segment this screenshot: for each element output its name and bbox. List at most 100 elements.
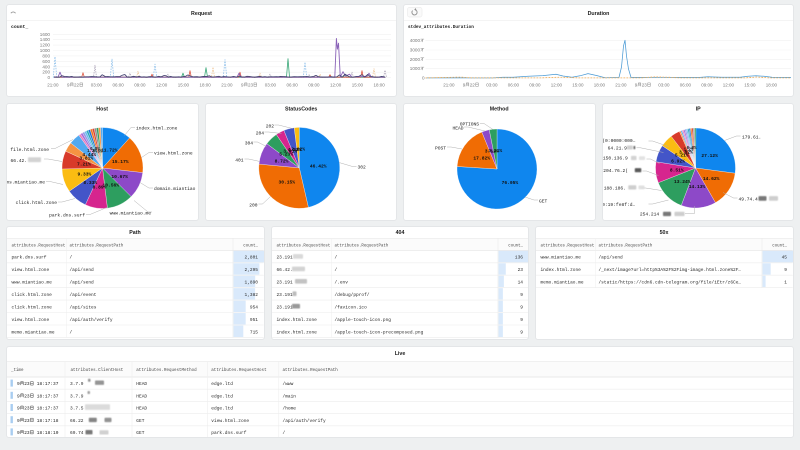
svg-text:23: 23 <box>24 430 30 436</box>
svg-text:attributes.RequestPath: attributes.RequestPath <box>283 368 339 373</box>
svg-text:/_next/image?url=http%3A%2F%2F: /_next/image?url=http%3A%2F%2Fimg-image.… <box>599 267 742 273</box>
svg-text:9: 9 <box>67 83 70 88</box>
svg-text:09:00: 09:00 <box>701 83 713 88</box>
svg-text:17.82%: 17.82% <box>473 155 490 161</box>
svg-text:/api/sites: /api/sites <box>69 304 96 310</box>
svg-text:23: 23 <box>248 83 254 88</box>
svg-text:edge.ltd: edge.ltd <box>211 405 233 411</box>
svg-text:23.191: 23.191 <box>276 292 292 298</box>
svg-text:memo.miantiao.me: memo.miantiao.me <box>11 329 54 335</box>
svg-text:3.11%: 3.11% <box>488 147 502 153</box>
svg-text:www.miantiao.me: www.miantiao.me <box>541 255 582 261</box>
svg-text:12:00: 12:00 <box>156 83 168 88</box>
svg-text:count_: count_ <box>508 244 523 248</box>
svg-text:/api/send: /api/send <box>599 255 624 261</box>
svg-text:13.24%: 13.24% <box>674 178 691 184</box>
svg-text:9: 9 <box>17 381 20 387</box>
svg-text:11.72%: 11.72% <box>101 147 118 153</box>
svg-text:index.html.zone: index.html.zone <box>276 329 317 335</box>
svg-text:12:00: 12:00 <box>723 83 735 88</box>
svg-text:12:00: 12:00 <box>330 83 342 88</box>
svg-text:/apple-touch-icon-precomposed.: /apple-touch-icon-precomposed.png <box>334 329 423 335</box>
svg-text:8.33%: 8.33% <box>83 180 97 186</box>
svg-text:/api/send: /api/send <box>69 280 94 286</box>
svg-text:27.12%: 27.12% <box>701 153 718 159</box>
svg-text:18:00: 18:00 <box>594 83 606 88</box>
svg-text:/api/auth/verify: /api/auth/verify <box>69 317 112 323</box>
svg-text:1000: 1000 <box>40 48 51 53</box>
svg-text:2000: 2000 <box>410 57 421 62</box>
svg-text:49.74.4: 49.74.4 <box>738 196 758 202</box>
svg-text:HEAD: HEAD <box>136 393 147 399</box>
svg-text:view.html.zone: view.html.zone <box>11 267 49 273</box>
svg-text:0.8%: 0.8% <box>93 150 103 154</box>
svg-text:1,890: 1,890 <box>245 280 259 286</box>
svg-text:5.21%: 5.21% <box>674 152 688 158</box>
svg-text:9: 9 <box>785 267 788 273</box>
svg-text:2,801: 2,801 <box>245 255 259 261</box>
svg-text:Duration: Duration <box>588 11 610 17</box>
svg-text:8.72%: 8.72% <box>274 158 288 164</box>
svg-text:POST: POST <box>435 145 446 151</box>
svg-text:StatusCodes: StatusCodes <box>285 106 317 112</box>
svg-text:/favicon.ico: /favicon.ico <box>334 304 367 310</box>
svg-text:index.html.zone: index.html.zone <box>136 125 178 131</box>
svg-text:/: / <box>283 430 286 436</box>
svg-text:1400: 1400 <box>40 37 51 42</box>
svg-text:23: 23 <box>517 267 523 273</box>
svg-text:06:00: 06:00 <box>680 83 692 88</box>
svg-text:3.7.9: 3.7.9 <box>70 381 84 387</box>
svg-text:10.56%: 10.56% <box>103 182 120 188</box>
svg-text:attributes.RequestHost: attributes.RequestHost <box>211 368 267 373</box>
svg-text:202: 202 <box>265 123 274 129</box>
svg-text:1,382: 1,382 <box>245 292 259 298</box>
svg-text:park.dns.surf: park.dns.surf <box>211 430 246 436</box>
svg-text:03:00: 03:00 <box>265 83 277 88</box>
svg-text:9: 9 <box>17 393 20 399</box>
svg-text:23: 23 <box>24 405 30 411</box>
svg-text:1000: 1000 <box>410 66 421 71</box>
svg-text:8.89%: 8.89% <box>93 184 107 190</box>
svg-text:/main: /main <box>283 393 297 399</box>
svg-text:304: 304 <box>244 140 253 146</box>
svg-text:204.76.2(: 204.76.2( <box>603 168 628 174</box>
svg-text:4.44%: 4.44% <box>82 151 96 157</box>
svg-text:/home: /home <box>283 405 297 411</box>
svg-text:1: 1 <box>785 280 788 286</box>
svg-text:edge.ltd: edge.ltd <box>211 393 233 399</box>
svg-text:23: 23 <box>24 381 30 387</box>
svg-text:951: 951 <box>250 317 258 323</box>
svg-text:/api/event: /api/event <box>69 292 96 298</box>
svg-text:ms.miantiao.me: ms.miantiao.me <box>7 179 45 185</box>
svg-text:index.html.zone: index.html.zone <box>541 267 582 273</box>
svg-text:03:00: 03:00 <box>486 83 498 88</box>
svg-text:0: 0 <box>47 75 50 80</box>
svg-text:50x: 50x <box>660 230 669 236</box>
svg-text:Live: Live <box>395 351 406 357</box>
svg-text:1.2%: 1.2% <box>683 148 693 152</box>
svg-text:/: / <box>69 329 72 335</box>
svg-text:5.23%: 5.23% <box>279 151 293 157</box>
svg-text:600: 600 <box>42 59 50 64</box>
svg-text:0.9%: 0.9% <box>90 148 100 152</box>
svg-text:attributes.RequestPath: attributes.RequestPath <box>69 243 123 248</box>
svg-text:3.41%: 3.41% <box>283 148 297 154</box>
svg-text:OPTIONS: OPTIONS <box>460 121 480 127</box>
svg-text:9: 9 <box>520 329 523 335</box>
svg-text:GET: GET <box>136 430 144 436</box>
svg-text:HEAD: HEAD <box>452 125 463 131</box>
svg-text:0.8%: 0.8% <box>686 147 696 151</box>
svg-text:7.21%: 7.21% <box>77 161 91 167</box>
svg-text:21:00: 21:00 <box>615 83 627 88</box>
svg-text:_time: _time <box>10 368 24 373</box>
svg-text:/debug/pprof/: /debug/pprof/ <box>334 292 369 298</box>
svg-text:Method: Method <box>490 106 509 112</box>
svg-text:14.62%: 14.62% <box>702 176 719 182</box>
svg-text:9.33%: 9.33% <box>78 171 92 177</box>
svg-text:64.21.9: 64.21.9 <box>607 145 627 151</box>
svg-text:GET: GET <box>539 198 548 204</box>
svg-text:9: 9 <box>635 83 638 88</box>
svg-text:stdev_attributes.Duration: stdev_attributes.Duration <box>408 25 474 30</box>
svg-text:view.html.zone: view.html.zone <box>11 317 49 323</box>
svg-text:8.51%: 8.51% <box>669 167 683 173</box>
